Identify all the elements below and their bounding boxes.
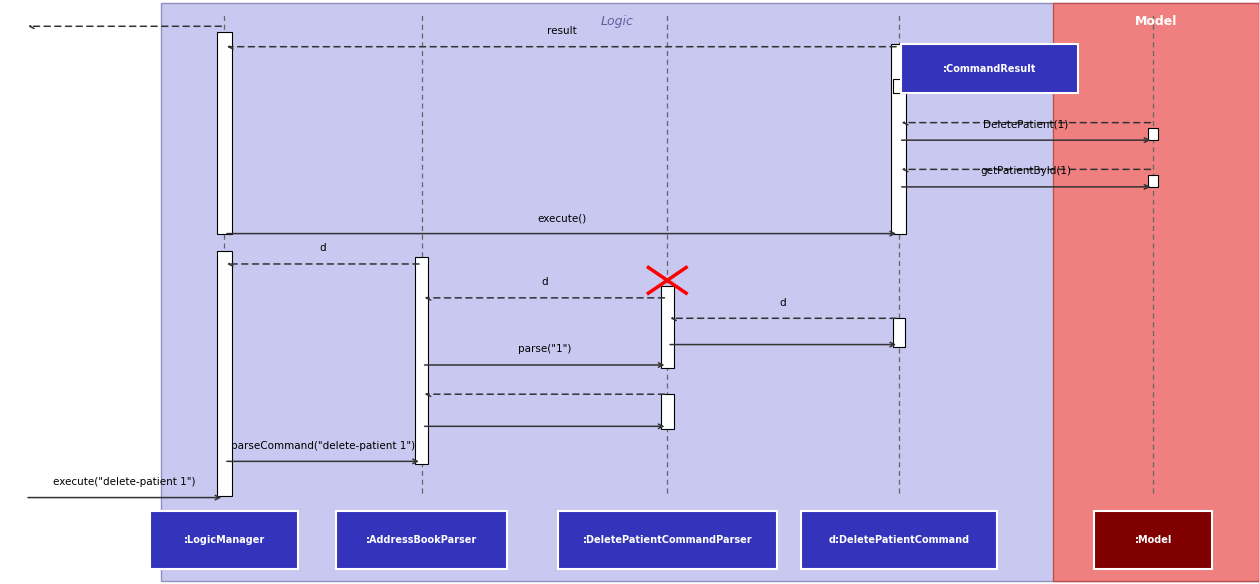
Text: execute(): execute() [536,213,587,223]
Bar [1148,175,1158,187]
Text: :CommandResult: :CommandResult [943,64,1036,74]
FancyBboxPatch shape [558,511,777,569]
Text: d: d [779,298,787,308]
Bar [161,3,1259,581]
FancyBboxPatch shape [150,511,298,569]
Bar [891,44,906,234]
Text: Model: Model [1134,15,1177,27]
Bar [661,394,674,429]
Bar [217,251,232,496]
Text: result: result [546,26,577,36]
Text: execute("delete-patient 1"): execute("delete-patient 1") [53,477,196,487]
FancyBboxPatch shape [901,44,1078,93]
Bar [893,318,905,347]
Text: d:DeletePatientCommand: d:DeletePatientCommand [828,535,969,545]
Text: Logic: Logic [601,15,633,27]
FancyBboxPatch shape [1094,511,1212,569]
Bar [217,32,232,234]
Text: :AddressBookParser: :AddressBookParser [366,535,477,545]
Bar [1148,128,1158,140]
Bar [893,79,905,93]
Text: DeletePatient(1): DeletePatient(1) [983,120,1069,130]
Text: d: d [320,244,326,253]
Text: :Model: :Model [1134,535,1172,545]
Text: getPatientById(1): getPatientById(1) [981,166,1071,176]
Text: parseCommand("delete-patient 1"): parseCommand("delete-patient 1") [230,441,415,451]
Bar [415,257,428,464]
Bar [661,286,674,368]
Text: d: d [541,277,548,287]
Text: :DeletePatientCommandParser: :DeletePatientCommandParser [583,535,752,545]
Text: :LogicManager: :LogicManager [184,535,264,545]
FancyBboxPatch shape [336,511,507,569]
FancyBboxPatch shape [801,511,997,569]
Bar [1053,3,1259,581]
Text: parse("1"): parse("1") [517,345,572,354]
